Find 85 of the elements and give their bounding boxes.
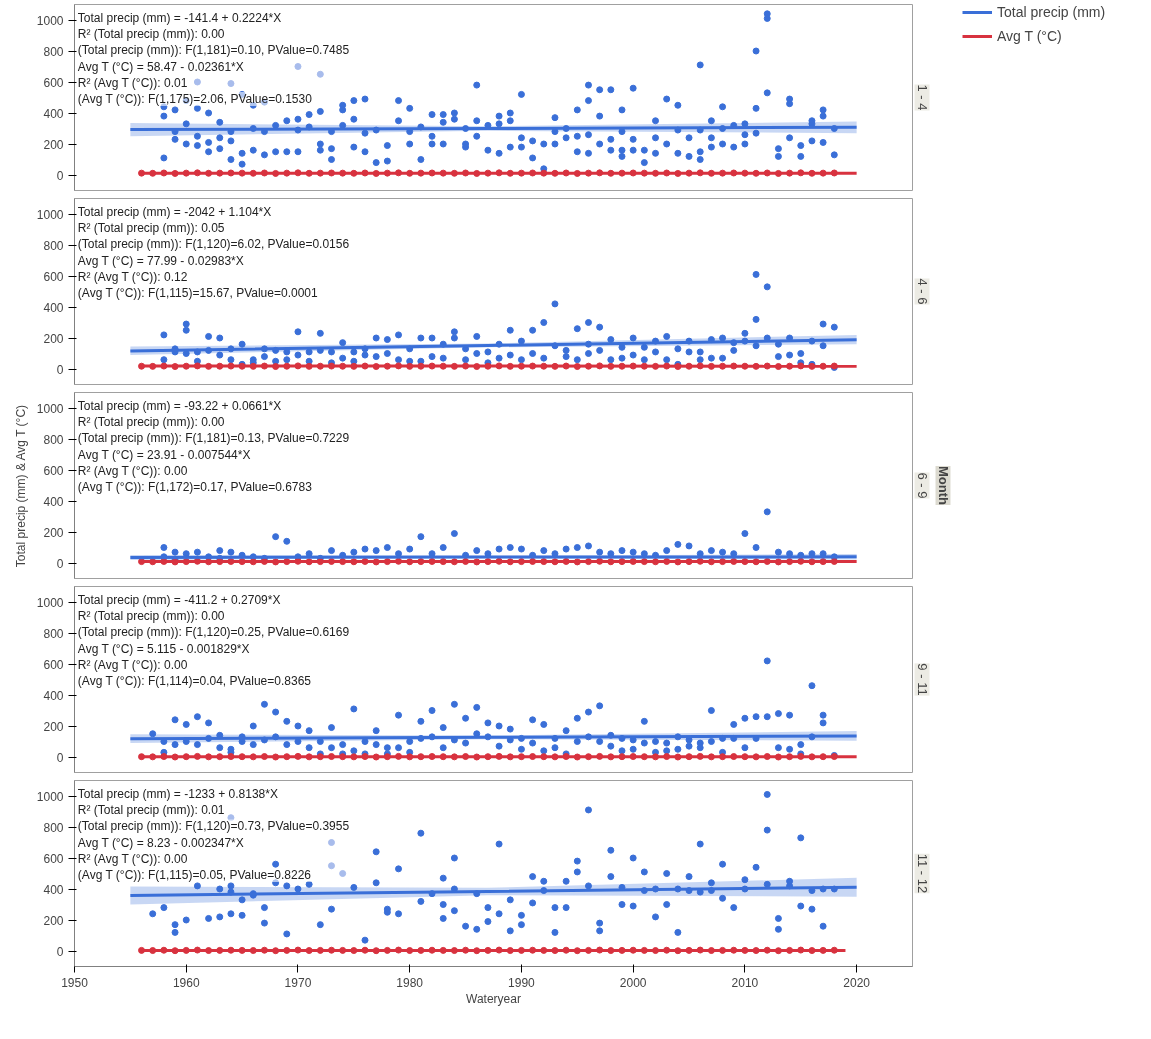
y-tick-label: 0 — [56, 168, 64, 183]
y-tick-label: 800 — [43, 238, 64, 253]
annotation: (Total precip (mm)): F(1,120)=0.25, PValue=0.6169 — [77, 625, 350, 640]
x-tick-label: 1960 — [172, 975, 200, 990]
y-tick-label: 400 — [43, 106, 64, 121]
x-tick-label: 1980 — [396, 975, 424, 990]
y-tick-label: 800 — [43, 626, 64, 641]
annotation: (Avg T (°C)): F(1,115)=0.05, PValue=0.8226 — [77, 868, 312, 883]
y-tick-label: 400 — [43, 300, 64, 315]
x-tick-label: 1970 — [284, 975, 312, 990]
x-tick-label: 2010 — [731, 975, 759, 990]
x-tick-label: 2000 — [619, 975, 647, 990]
point — [327, 839, 335, 846]
text: 1 - 4 — [914, 84, 930, 111]
annotation: Total precip (mm) = -1233 + 0.8138*X — [77, 787, 278, 802]
x-tick-label: 1950 — [61, 975, 89, 990]
annotation: (Avg T (°C)): F(1,115)=15.67, PValue=0.0001 — [77, 286, 318, 301]
y-tick-label: 400 — [43, 494, 64, 509]
y-tick-label: 200 — [43, 719, 64, 734]
text: 6 - 9 — [914, 472, 930, 499]
x-tick-label: 2020 — [843, 975, 871, 990]
y-tick-label: 0 — [56, 750, 64, 765]
point — [227, 80, 235, 88]
y-tick-label: 800 — [43, 820, 64, 835]
point — [339, 870, 347, 877]
annotation: Avg T (°C) = 23.91 - 0.007544*X — [77, 447, 251, 462]
annotation: (Avg T (°C)): F(1,175)=2.06, PValue=0.1530 — [77, 92, 313, 107]
x-axis-title: Wateryear — [466, 991, 521, 1006]
annotation: R² (Total precip (mm)): 0.01 — [77, 803, 225, 818]
y-tick-label: 0 — [56, 362, 64, 377]
y-tick-label: 600 — [43, 657, 64, 672]
y-tick-label: 800 — [43, 44, 64, 59]
y-tick-label: 400 — [43, 882, 64, 897]
y-tick-label: 1000 — [36, 207, 64, 222]
annotation: R² (Avg T (°C)): 0.12 — [77, 269, 188, 284]
y-tick-label: 200 — [43, 137, 64, 152]
annotation: R² (Total precip (mm)): 0.05 — [77, 221, 225, 236]
annotation: (Total precip (mm)): F(1,181)=0.10, PValue=0.7485 — [77, 43, 350, 58]
y-tick-label: 200 — [43, 525, 64, 540]
legend-label: Total precip (mm) — [997, 4, 1106, 20]
annotation: Avg T (°C) = 77.99 - 0.02983*X — [77, 253, 244, 268]
annotation: Avg T (°C) = 8.23 - 0.002347*X — [77, 835, 244, 850]
y-tick-label: 1000 — [36, 401, 64, 416]
point — [316, 70, 324, 78]
annotation: Total precip (mm) = -411.2 + 0.2709*X — [77, 593, 281, 608]
x-tick-label: 1990 — [508, 975, 536, 990]
y-tick-label: 600 — [43, 851, 64, 866]
annotation: Total precip (mm) = -93.22 + 0.0661*X — [77, 399, 282, 414]
y-tick-label: 1000 — [36, 13, 64, 28]
annotation: R² (Avg T (°C)): 0.01 — [77, 75, 188, 90]
annotation: R² (Total precip (mm)): 0.00 — [77, 609, 225, 624]
y-tick-label: 800 — [43, 432, 64, 447]
annotation: R² (Total precip (mm)): 0.00 — [77, 27, 225, 42]
annotation: R² (Avg T (°C)): 0.00 — [77, 657, 188, 672]
point — [193, 78, 201, 86]
y-tick-label: 1000 — [36, 789, 64, 804]
y-tick-label: 600 — [43, 75, 64, 90]
y-tick-label: 1000 — [36, 595, 64, 610]
annotation: (Avg T (°C)): F(1,172)=0.17, PValue=0.6783 — [77, 480, 313, 495]
point — [294, 63, 302, 70]
y-axis-title: Total precip (mm) & Avg T (°C) — [13, 404, 28, 568]
annotation: (Total precip (mm)): F(1,120)=0.73, PValue=0.3955 — [77, 819, 350, 834]
legend-label: Avg T (°C) — [997, 28, 1062, 44]
text: 9 - 11 — [914, 663, 930, 696]
annotation: Avg T (°C) = 58.47 - 0.02361*X — [77, 59, 244, 74]
annotation: Total precip (mm) = -2042 + 1.104*X — [77, 205, 272, 220]
y-tick-label: 600 — [43, 463, 64, 478]
y2-axis-title: Month — [935, 466, 951, 506]
y-tick-label: 400 — [43, 688, 64, 703]
annotation: (Total precip (mm)): F(1,120)=6.02, PValue=0.0156 — [77, 237, 350, 252]
y-tick-label: 200 — [43, 913, 64, 928]
text: 11 - 12 — [914, 853, 930, 894]
annotation: (Avg T (°C)): F(1,114)=0.04, PValue=0.8365 — [77, 674, 312, 689]
annotation: R² (Avg T (°C)): 0.00 — [77, 463, 188, 478]
y-tick-label: 600 — [43, 269, 64, 284]
annotation: Avg T (°C) = 5.115 - 0.001829*X — [77, 641, 250, 656]
y-tick-label: 0 — [56, 556, 64, 571]
point — [327, 862, 335, 870]
annotation: R² (Avg T (°C)): 0.00 — [77, 851, 188, 866]
annotation: Total precip (mm) = -141.4 + 0.2224*X — [77, 11, 282, 26]
text: 4 - 6 — [914, 278, 930, 305]
annotation: R² (Total precip (mm)): 0.00 — [77, 415, 225, 430]
y-tick-label: 0 — [56, 944, 64, 959]
y-tick-label: 200 — [43, 331, 64, 346]
annotation: (Total precip (mm)): F(1,181)=0.13, PValue=0.7229 — [77, 431, 350, 446]
